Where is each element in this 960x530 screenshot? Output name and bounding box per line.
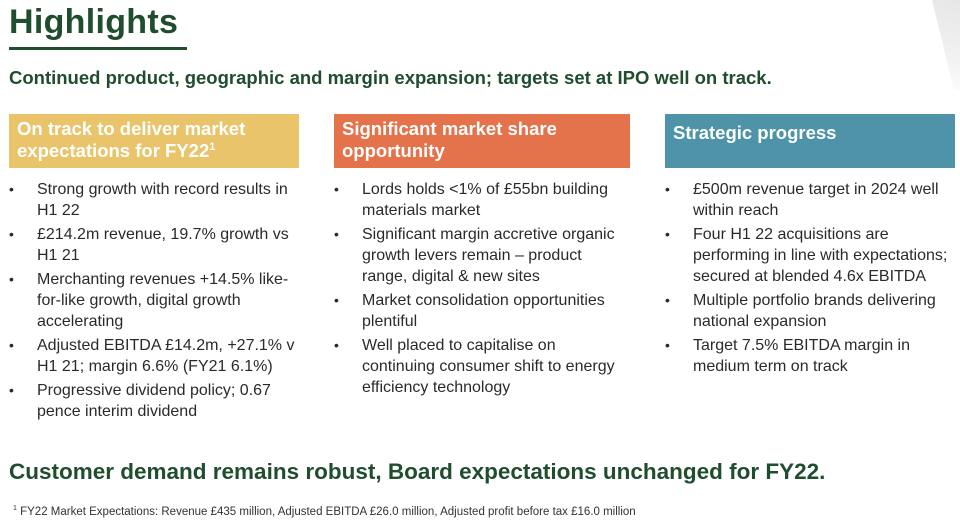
list-item: • Strong growth with record results in H1… [9,179,305,221]
bullet-icon: • [665,226,670,242]
bullet-icon: • [9,337,14,353]
title-underline [9,47,187,50]
list-item: • Four H1 22 acquisitions are performing … [665,224,955,287]
bullet-text: Progressive dividend policy; 0.67 pence … [37,382,271,420]
bullet-list: • Strong growth with record results in H1… [9,179,299,422]
column-strategic-progress: Strategic progress • £500m revenue target… [665,114,955,380]
bullet-icon: • [334,337,339,353]
column-header: Significant market share opportunity [334,114,630,168]
bullet-icon: • [334,226,339,242]
bullet-text: Significant margin accretive organic gro… [362,226,615,285]
bullet-icon: • [334,181,339,197]
bullet-icon: • [9,226,14,242]
column-market-expectations: On track to deliver market expectations … [9,114,299,425]
corner-decoration [932,0,960,90]
bullet-icon: • [9,181,14,197]
bullet-text: Multiple portfolio brands delivering nat… [693,292,936,330]
bullet-text: Strong growth with record results in H1 … [37,181,288,219]
bullet-text: £214.2m revenue, 19.7% growth vs H1 21 [37,226,289,264]
bullet-text: Adjusted EBITDA £14.2m, +27.1% v H1 21; … [37,337,295,375]
list-item: • Adjusted EBITDA £14.2m, +27.1% v H1 21;… [9,335,305,377]
bullet-icon: • [9,271,14,287]
footnote-text: FY22 Market Expectations: Revenue £435 m… [20,506,636,518]
bullet-icon: • [9,382,14,398]
column-header: On track to deliver market expectations … [9,114,299,168]
list-item: • Target 7.5% EBITDA margin in medium ter… [665,335,955,377]
bullet-list: • Lords holds <1% of £55bn building mater… [334,179,630,398]
list-item: • Significant margin accretive organic gr… [334,224,620,287]
list-item: • £500m revenue target in 2024 well withi… [665,179,955,221]
list-item: • Multiple portfolio brands delivering na… [665,290,955,332]
bullet-text: £500m revenue target in 2024 well within… [693,181,939,219]
page-subtitle: Continued product, geographic and margin… [9,67,772,88]
column-header-text: On track to deliver market expectations … [17,118,246,161]
footnote-marker: 1 [209,140,216,153]
column-header-text: Significant market share opportunity [342,118,557,161]
page-title: Highlights [9,3,179,41]
footnote-marker: 1 [13,505,17,513]
list-item: • Well placed to capitalise on continuing… [334,335,620,398]
bullet-text: Market consolidation opportunities plent… [362,292,605,330]
bullet-icon: • [334,292,339,308]
bullet-text: Four H1 22 acquisitions are performing i… [693,226,948,285]
list-item: • Merchanting revenues +14.5% like-for-li… [9,269,305,332]
column-header: Strategic progress [665,114,955,168]
bullet-icon: • [665,337,670,353]
column-header-text: Strategic progress [673,122,837,143]
footnote: 1 FY22 Market Expectations: Revenue £435… [13,505,636,518]
column-market-share: Significant market share opportunity • Lo… [334,114,630,401]
bullet-icon: • [665,181,670,197]
list-item: • £214.2m revenue, 19.7% growth vs H1 21 [9,224,305,266]
list-item: • Lords holds <1% of £55bn building mater… [334,179,620,221]
bullet-text: Merchanting revenues +14.5% like-for-lik… [37,271,289,330]
bullet-text: Target 7.5% EBITDA margin in medium term… [693,337,910,375]
bullet-icon: • [665,292,670,308]
bullet-text: Lords holds <1% of £55bn building materi… [362,181,608,219]
list-item: • Progressive dividend policy; 0.67 pence… [9,380,305,422]
list-item: • Market consolidation opportunities plen… [334,290,620,332]
bullet-list: • £500m revenue target in 2024 well withi… [665,179,955,377]
bullet-text: Well placed to capitalise on continuing … [362,337,615,396]
summary-banner: Customer demand remains robust, Board ex… [9,459,826,484]
